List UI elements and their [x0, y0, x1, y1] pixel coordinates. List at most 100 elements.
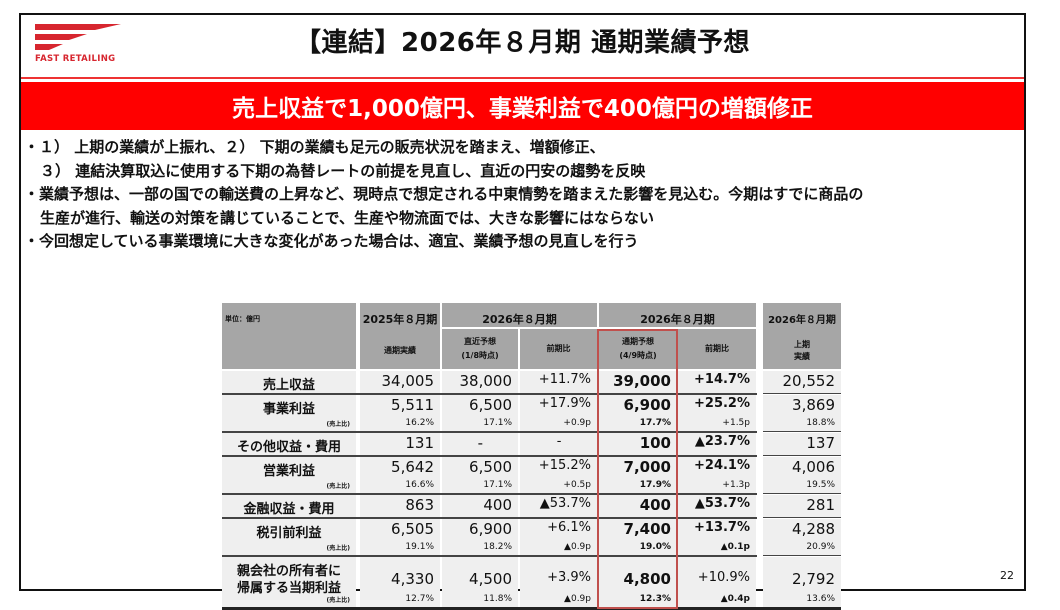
- table-cell: 4,500 11.8%: [442, 557, 518, 607]
- table-cell: 7,400 19.0%: [599, 519, 677, 555]
- cell-value: 2,792: [792, 570, 835, 588]
- cell-value: +14.7%: [694, 372, 750, 387]
- sub-header-label: (4/9時点): [619, 351, 657, 360]
- group-header-label: 2026年８月期: [640, 313, 715, 326]
- bullet-item: ・今回想定している事業環境に大きな変化があった場合は、適宜、業績予想の見直しを行…: [24, 232, 639, 250]
- cell-subvalue: 11.8%: [483, 594, 512, 604]
- row-label-cell: 親会社の所有者に 帰属する当期利益 (売上比): [222, 557, 356, 607]
- cell-value: 34,005: [381, 372, 435, 390]
- table-cell: 6,900 17.7%: [599, 395, 677, 431]
- cell-subvalue: +1.5p: [722, 418, 750, 428]
- table-cell: +14.7%: [678, 371, 756, 393]
- cell-subvalue: 13.6%: [806, 594, 835, 604]
- cell-value: 400: [639, 496, 671, 514]
- cell-value: 863: [405, 496, 434, 514]
- row-divider: [763, 555, 841, 556]
- cell-subvalue: 19.0%: [639, 542, 671, 552]
- bullet-item-continuation: 生産が進行、輸送の対策を講じていることで、生産や物流面では、大きな影響にはならな…: [40, 208, 654, 227]
- table-cell: +11.7%: [520, 371, 597, 393]
- cell-subvalue: 16.2%: [405, 418, 434, 428]
- row-divider: [222, 555, 757, 557]
- table-cell: 281: [763, 495, 841, 517]
- sub-header-yoy: 前期比: [520, 329, 597, 369]
- table-cell: 4,288 20.9%: [763, 519, 841, 555]
- sub-header-full-year-forecast: 通期予想 (4/9時点): [599, 329, 677, 369]
- row-label: 売上収益: [262, 378, 315, 393]
- row-divider: [763, 393, 841, 394]
- table-cell: 38,000: [442, 371, 518, 393]
- ratio-label: (売上比): [326, 597, 351, 604]
- page-number: 22: [1000, 569, 1014, 582]
- table-cell: 4,330 12.7%: [360, 557, 440, 607]
- table-cell: +15.2% +0.5p: [520, 457, 597, 493]
- table-cell: 6,505 19.1%: [360, 519, 440, 555]
- row-divider: [222, 455, 757, 457]
- row-label-cell: 営業利益 (売上比): [222, 457, 356, 493]
- table-cell: 863: [360, 495, 440, 517]
- cell-subvalue: ▲0.1p: [720, 542, 750, 552]
- table-cell: 4,006 19.5%: [763, 457, 841, 493]
- sub-header-recent-forecast: 直近予想 (1/8時点): [442, 329, 518, 369]
- cell-subvalue: 19.5%: [806, 480, 835, 490]
- cell-value: 6,505: [391, 520, 434, 538]
- cell-value: +17.9%: [538, 396, 591, 411]
- sub-header-label: 前期比: [705, 344, 729, 353]
- cell-value: 39,000: [613, 372, 671, 390]
- cell-value: ▲53.7%: [694, 496, 750, 511]
- table-cell: 5,642 16.6%: [360, 457, 440, 493]
- cell-value: 38,000: [459, 372, 513, 390]
- table-cell: 4,800 12.3%: [599, 557, 677, 607]
- cell-value: +13.7%: [694, 520, 750, 535]
- sub-header-label: 直近予想: [464, 337, 496, 346]
- cell-value: +10.9%: [697, 570, 750, 585]
- cell-value: 5,511: [391, 396, 434, 414]
- table-cell: 2,792 13.6%: [763, 557, 841, 607]
- cell-value: 131: [405, 434, 434, 452]
- row-label: 事業利益: [262, 402, 315, 417]
- cell-subvalue: ▲0.9p: [564, 542, 591, 552]
- page-title: 【連結】2026年８月期 通期業績予想: [295, 28, 750, 58]
- table-cell: 20,552: [763, 371, 841, 393]
- table-cell: 100: [599, 433, 677, 455]
- row-divider: [222, 393, 757, 395]
- current-forecast-highlight: [597, 329, 678, 609]
- table-cell: 39,000: [599, 371, 677, 393]
- row-label: その他収益・費用: [236, 440, 341, 455]
- cell-value: +15.2%: [538, 458, 591, 473]
- cell-value: -: [477, 434, 483, 452]
- sub-header-label: 上期: [794, 340, 810, 349]
- cell-value: +6.1%: [547, 520, 591, 535]
- group-header-fy2026-1h: 2026年８月期 上期 実績: [763, 303, 841, 369]
- cell-value: -: [556, 434, 562, 449]
- table-cell: 6,500 17.1%: [442, 395, 518, 431]
- bullet-item-continuation: ３） 連結決算取込に使用する下期の為替レートの前提を見直し、直近の円安の趨勢を反…: [40, 161, 646, 180]
- table-cell: 3,869 18.8%: [763, 395, 841, 431]
- logo-stripes-icon: [35, 24, 121, 50]
- row-label: 親会社の所有者に: [236, 564, 341, 579]
- ratio-label: (売上比): [326, 421, 351, 428]
- group-header-fy2025: 2025年８月期 通期実績: [360, 303, 440, 369]
- row-label: 営業利益: [262, 464, 315, 479]
- table-cell: 5,511 16.2%: [360, 395, 440, 431]
- cell-value: 100: [639, 434, 671, 452]
- sub-header-yoy: 前期比: [678, 329, 756, 369]
- cell-value: ▲53.7%: [539, 496, 591, 511]
- table-cell: -: [442, 433, 518, 455]
- cell-subvalue: +0.5p: [563, 480, 591, 490]
- cell-value: 4,330: [391, 570, 434, 588]
- fast-retailing-logo: FAST RETAILING: [35, 24, 125, 70]
- cell-value: 7,400: [623, 520, 671, 538]
- unit-label: 単位：億円: [225, 315, 260, 323]
- bullet-item: ・業績予想は、一部の国での輸送費の上昇など、現時点で想定される中東情勢を踏まえた…: [24, 185, 864, 203]
- table-cell: ▲23.7%: [678, 433, 756, 455]
- cell-value: 4,800: [623, 570, 671, 588]
- table-cell: +6.1% ▲0.9p: [520, 519, 597, 555]
- cell-subvalue: 17.7%: [639, 418, 671, 428]
- cell-value: 6,900: [469, 520, 512, 538]
- cell-subvalue: ▲0.9p: [564, 594, 591, 604]
- bullet-item: ・１） 上期の業績が上振れ、２） 下期の業績も足元の販売状況を踏まえ、増額修正、: [24, 138, 605, 156]
- cell-value: 7,000: [623, 458, 671, 476]
- cell-subvalue: ▲0.4p: [720, 594, 750, 604]
- ratio-label: (売上比): [326, 483, 351, 490]
- cell-value: 6,500: [469, 396, 512, 414]
